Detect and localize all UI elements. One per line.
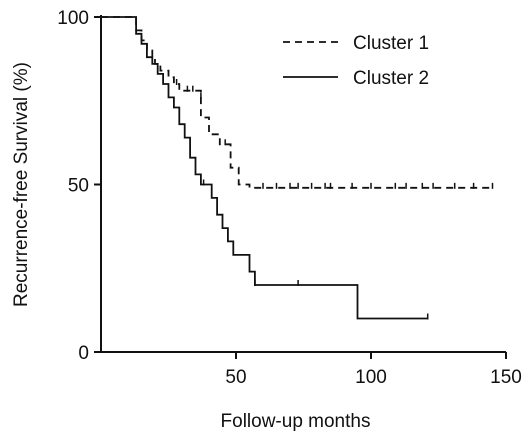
series-line-cluster-2: [101, 16, 428, 320]
x-axis-title: Follow-up months: [221, 411, 371, 432]
legend-label-cluster-2: Cluster 2: [353, 68, 429, 89]
y-tick-label-100: 100: [57, 8, 89, 29]
x-tick-label-100: 100: [355, 367, 387, 388]
series-line-cluster-1: [101, 16, 493, 189]
y-tick-label-0: 0: [78, 343, 89, 364]
plot-lines: [101, 16, 494, 320]
x-tick-label-50: 50: [225, 367, 246, 388]
legend: Cluster 1 Cluster 2: [283, 33, 429, 89]
x-tick-label-150: 150: [490, 367, 522, 388]
y-tick-label-50: 50: [68, 176, 89, 197]
legend-label-cluster-1: Cluster 1: [353, 33, 429, 54]
axes: [100, 15, 506, 353]
y-axis-title: Recurrence-free Survival (%): [11, 62, 32, 307]
ticks: 0 50 100 50 100 150: [57, 8, 522, 388]
